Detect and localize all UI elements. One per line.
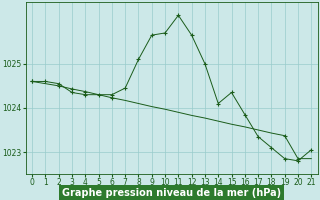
X-axis label: Graphe pression niveau de la mer (hPa): Graphe pression niveau de la mer (hPa) [62,188,281,198]
